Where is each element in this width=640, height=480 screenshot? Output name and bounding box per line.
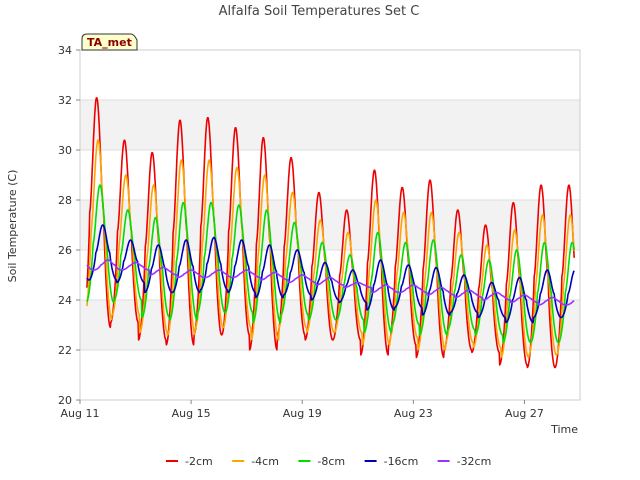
x-tick-label: Aug 23 (394, 407, 433, 420)
y-axis-ticks: 20 22 24 26 28 30 32 34 (58, 44, 80, 407)
x-tick-label: Aug 19 (283, 407, 322, 420)
y-tick-label: 24 (58, 294, 72, 307)
legend-item: -4cm (232, 455, 279, 468)
legend-label: -8cm (317, 455, 345, 468)
y-tick-label: 30 (58, 144, 72, 157)
x-axis-ticks: Aug 11 Aug 15 Aug 19 Aug 23 Aug 27 (61, 400, 544, 420)
x-axis-label: Time (550, 423, 578, 436)
y-tick-label: 26 (58, 244, 72, 257)
y-tick-label: 22 (58, 344, 72, 357)
legend-label: -16cm (384, 455, 419, 468)
badge-box (81, 33, 138, 51)
plot-frame (79, 49, 581, 401)
series-lines (86, 97, 575, 369)
legend-item: -8cm (298, 455, 345, 468)
y-tick-label: 20 (58, 394, 72, 407)
legend-item: -16cm (364, 455, 419, 468)
grid-band (80, 100, 580, 150)
y-axis-label: Soil Temperature (C) (6, 170, 19, 283)
ta-met-badge: TA_met (81, 33, 138, 51)
chart-title: Alfalfa Soil Temperatures Set C (219, 4, 420, 19)
legend-label: -32cm (457, 455, 492, 468)
y-tick-label: 34 (58, 44, 72, 57)
x-tick-label: Aug 15 (172, 407, 211, 420)
series-line-32cm (86, 259, 575, 306)
legend-item: -32cm (437, 455, 492, 468)
series-line-8cm (86, 184, 575, 344)
legend: -2cm -4cm -8cm -16cm -32cm (166, 455, 491, 468)
legend-item: -2cm (166, 455, 213, 468)
legend-label: -4cm (251, 455, 279, 468)
y-tick-label: 28 (58, 194, 72, 207)
legend-label: -2cm (185, 455, 213, 468)
badge-label: TA_met (87, 36, 132, 49)
grid-band (80, 200, 580, 250)
series-line-4cm (86, 139, 575, 359)
y-tick-label: 32 (58, 94, 72, 107)
x-tick-label: Aug 27 (505, 407, 544, 420)
x-tick-label: Aug 11 (61, 407, 100, 420)
